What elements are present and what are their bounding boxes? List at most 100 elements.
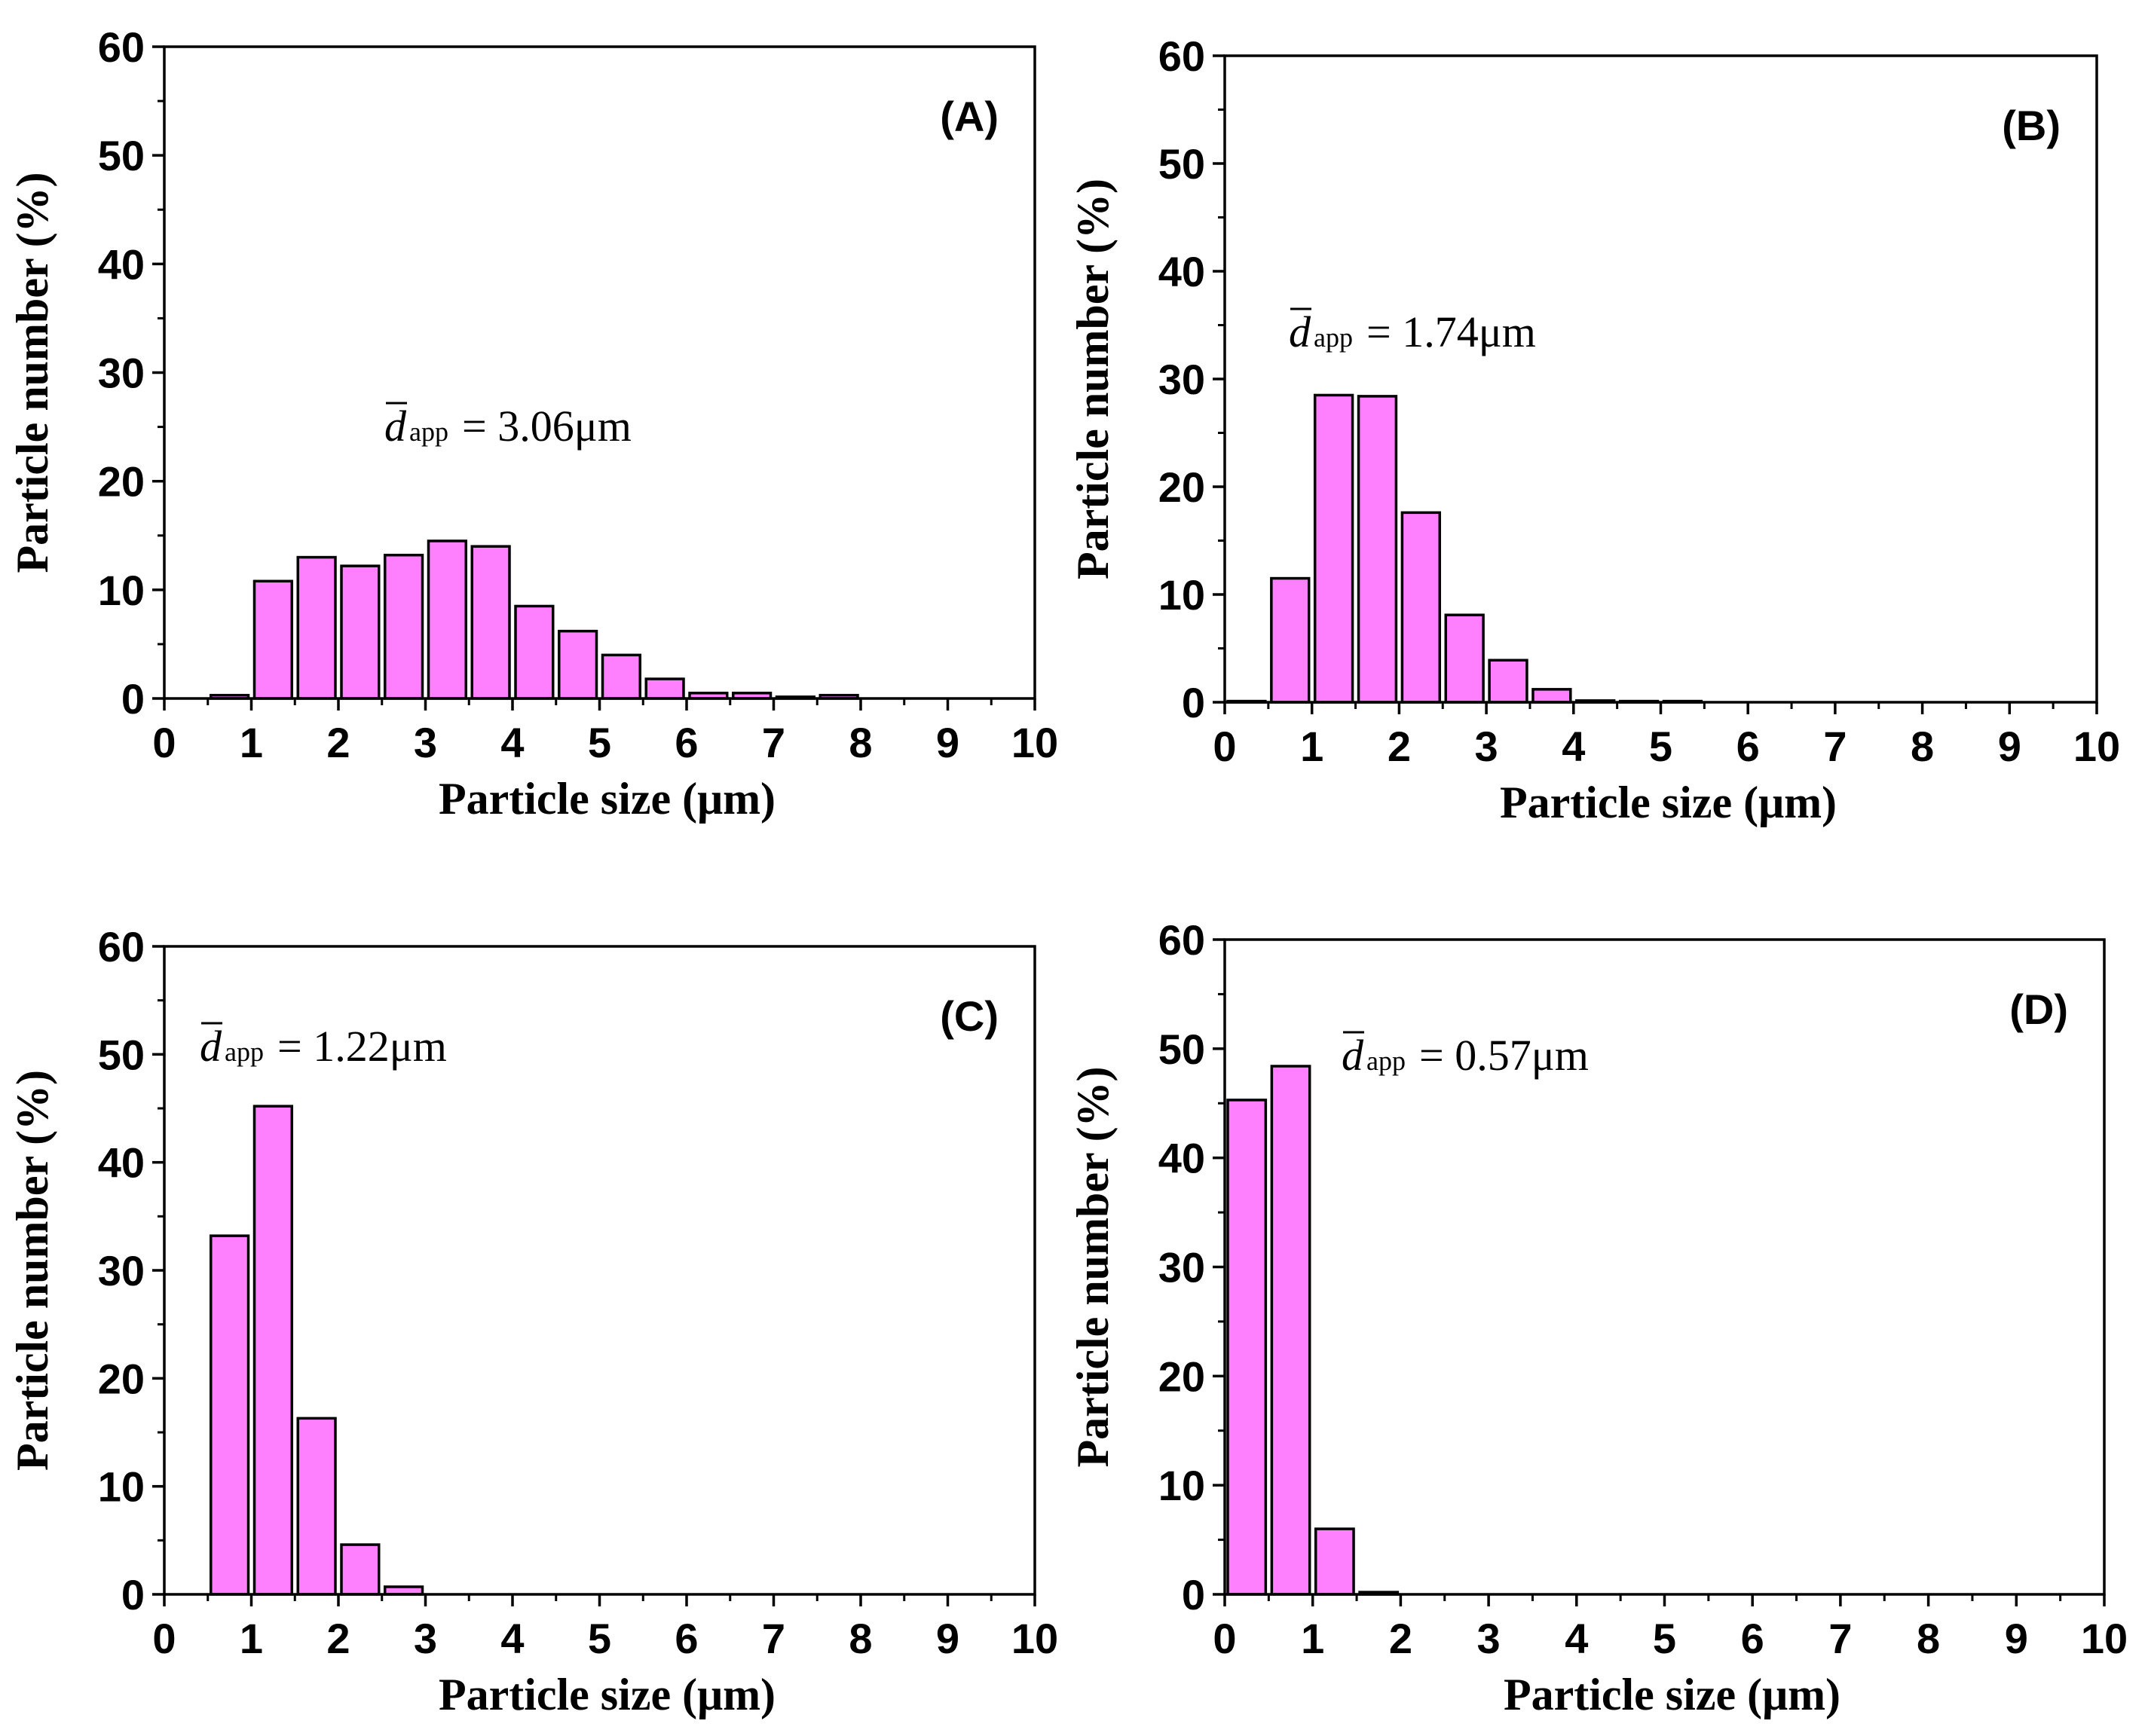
- mean-diameter-annotation: d app = 1.22μm: [200, 1022, 447, 1071]
- mean-diameter-annotation: d app = 1.74μm: [1289, 307, 1536, 356]
- y-tick-label: 30: [1158, 1244, 1205, 1291]
- bar: [384, 553, 424, 700]
- annotation-subscript: app: [1314, 322, 1353, 353]
- y-tick-label: 10: [1158, 571, 1205, 619]
- bar: [1226, 1099, 1268, 1596]
- x-tick-label: 6: [675, 1615, 698, 1662]
- x-axis-title: Particle size (μm): [439, 774, 776, 824]
- annotation-symbol: d: [200, 1022, 222, 1071]
- y-axis-title: Particle number (%): [8, 1070, 57, 1471]
- annotation-value: = 1.22μm: [277, 1022, 447, 1071]
- x-tick-label: 3: [414, 1615, 437, 1662]
- mean-diameter-annotation: d app = 3.06μm: [384, 402, 632, 451]
- bar: [514, 604, 555, 700]
- x-tick-label: 1: [240, 719, 263, 766]
- bar: [470, 545, 511, 700]
- y-tick-label: 0: [1182, 679, 1205, 726]
- x-tick-label: 6: [1741, 1615, 1764, 1662]
- x-tick-label: 7: [1823, 723, 1847, 770]
- y-tick-label: 20: [98, 1355, 145, 1402]
- y-tick-label: 50: [1158, 140, 1205, 188]
- bar: [1314, 1527, 1355, 1596]
- x-tick-label: 5: [588, 719, 611, 766]
- y-tick-label: 10: [1158, 1462, 1205, 1509]
- x-tick-label: 0: [1213, 723, 1236, 770]
- y-tick-label: 40: [98, 1139, 145, 1187]
- x-tick-label: 4: [1565, 1615, 1588, 1662]
- y-axis-title: Particle number (%): [1068, 179, 1118, 579]
- y-tick-label: 10: [98, 567, 145, 614]
- chart-panel-a: 0 1 2 3 4 5 6 7 8 9 10 0 10 20 30 40 50 60 Particle size (…: [8, 23, 1058, 824]
- bar: [1357, 395, 1398, 704]
- panel-label: (A): [940, 93, 999, 140]
- x-axis-title: Particle size (μm): [439, 1670, 776, 1719]
- x-tick-label: 1: [1300, 723, 1323, 770]
- y-tick-label: 50: [1158, 1025, 1205, 1073]
- x-tick-label: 9: [1998, 723, 2021, 770]
- y-tick-label: 40: [1158, 1135, 1205, 1182]
- x-tick-label: 2: [326, 719, 350, 766]
- y-tick-label: 60: [98, 23, 145, 71]
- x-tick-label: 0: [1213, 1615, 1236, 1662]
- annotation-value: = 1.74μm: [1366, 307, 1536, 356]
- x-tick-label: 2: [1388, 723, 1411, 770]
- y-tick-label: 0: [1182, 1571, 1205, 1618]
- y-tick-label: 20: [1158, 463, 1205, 511]
- panel-label: (B): [2002, 102, 2061, 149]
- y-tick-label: 10: [98, 1463, 145, 1511]
- x-tick-label: 3: [1477, 1615, 1501, 1662]
- y-axis-title: Particle number (%): [1068, 1066, 1118, 1467]
- bar: [296, 555, 337, 700]
- bar: [1270, 576, 1311, 704]
- annotation-symbol: d: [1289, 307, 1311, 356]
- x-tick-label: 2: [1389, 1615, 1412, 1662]
- x-axis-title: Particle size (μm): [1500, 778, 1837, 827]
- plot-frame: [1223, 54, 2098, 704]
- x-tick-label: 3: [414, 719, 437, 766]
- x-tick-label: 7: [1828, 1615, 1852, 1662]
- y-tick-label: 60: [1158, 916, 1205, 964]
- bar: [601, 653, 641, 700]
- x-tick-label: 9: [2005, 1615, 2028, 1662]
- annotation-subscript: app: [225, 1037, 264, 1067]
- x-tick-label: 10: [1011, 1615, 1058, 1662]
- bar: [558, 629, 598, 700]
- panel-label: (C): [940, 992, 999, 1040]
- bar: [340, 564, 381, 700]
- y-tick-label: 60: [1158, 32, 1205, 80]
- x-tick-label: 9: [936, 719, 959, 766]
- x-tick-label: 5: [1653, 1615, 1676, 1662]
- annotation-value: = 0.57μm: [1419, 1031, 1589, 1080]
- y-tick-label: 30: [1158, 356, 1205, 403]
- bar: [210, 1234, 250, 1596]
- y-tick-label: 40: [98, 240, 145, 288]
- x-tick-label: 6: [675, 719, 698, 766]
- bar: [296, 1417, 337, 1596]
- x-tick-label: 8: [1917, 1615, 1940, 1662]
- x-tick-label: 5: [588, 1615, 611, 1662]
- chart-panel-d: 0 1 2 3 4 5 6 7 8 9 10 0 10 20 30 40 50 60 Particle size (…: [1068, 916, 2128, 1719]
- bar: [252, 579, 293, 700]
- bar: [1531, 688, 1572, 704]
- x-tick-label: 4: [1562, 723, 1585, 770]
- x-tick-label: 1: [240, 1615, 263, 1662]
- mean-diameter-annotation: d app = 0.57μm: [1342, 1031, 1589, 1080]
- x-tick-label: 6: [1736, 723, 1760, 770]
- x-tick-label: 7: [762, 1615, 785, 1662]
- bar: [340, 1543, 381, 1596]
- annotation-subscript: app: [1366, 1046, 1406, 1076]
- x-tick-label: 5: [1649, 723, 1672, 770]
- x-tick-label: 3: [1475, 723, 1498, 770]
- x-tick-label: 9: [936, 1615, 959, 1662]
- y-tick-label: 50: [98, 1031, 145, 1078]
- panel-label: (D): [2009, 986, 2068, 1033]
- bar: [1270, 1065, 1311, 1596]
- bar: [1488, 659, 1528, 704]
- x-tick-label: 4: [500, 1615, 524, 1662]
- bar: [644, 677, 685, 700]
- x-tick-label: 8: [849, 719, 872, 766]
- y-tick-label: 50: [98, 132, 145, 179]
- chart-panel-c: 0 1 2 3 4 5 6 7 8 9 10 0 10 20 30 40 50 60 Particle size (…: [8, 923, 1058, 1719]
- bar: [427, 539, 467, 700]
- y-tick-label: 0: [121, 675, 145, 723]
